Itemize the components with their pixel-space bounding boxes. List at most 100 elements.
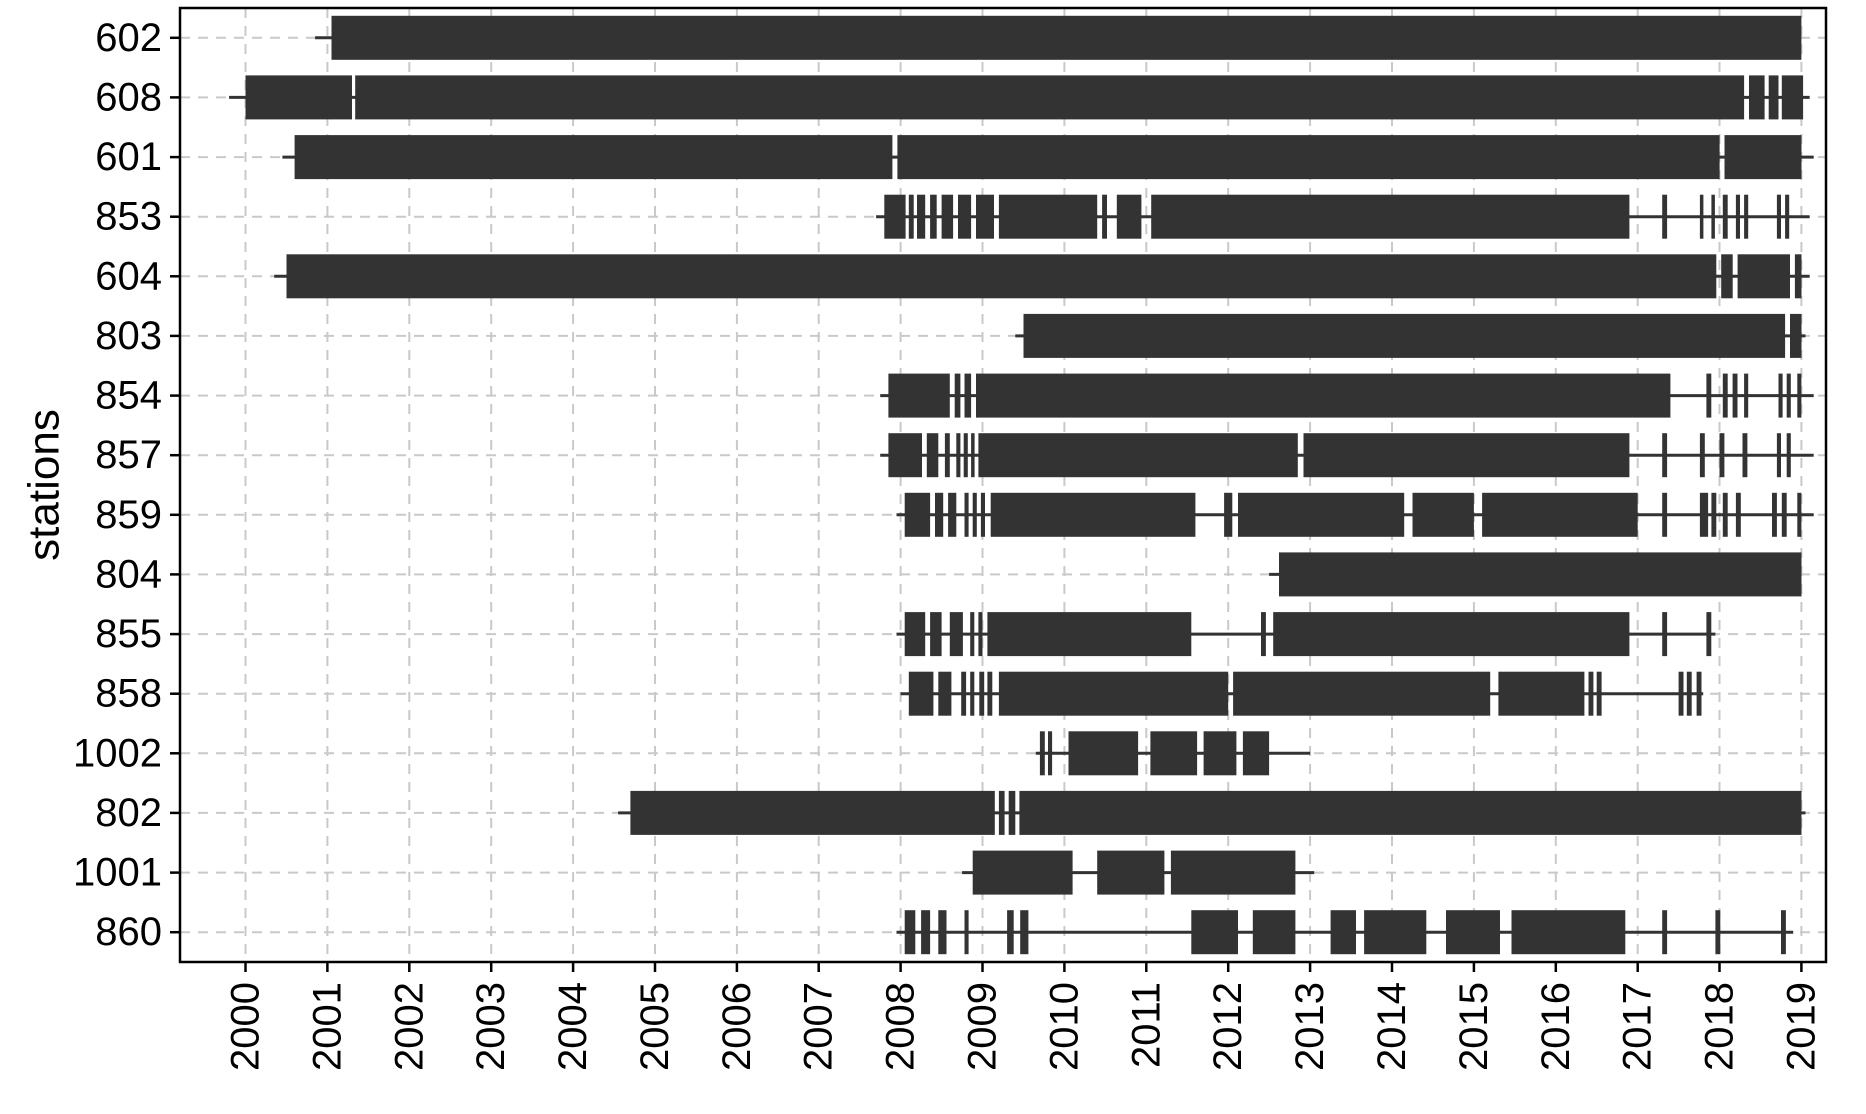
availability-bar xyxy=(1722,492,1728,537)
y-tick-label: 858 xyxy=(95,672,162,716)
availability-bar xyxy=(1776,433,1781,478)
x-tick-label: 2008 xyxy=(879,982,923,1071)
availability-bar xyxy=(1781,492,1787,537)
availability-bar xyxy=(1498,671,1585,716)
station-row-859 xyxy=(896,492,1814,537)
availability-bar xyxy=(884,194,906,239)
station-row-858 xyxy=(900,671,1704,716)
availability-bar xyxy=(1715,910,1721,955)
y-tick-label: 602 xyxy=(95,16,162,60)
availability-bar xyxy=(1151,194,1630,239)
station-row-602 xyxy=(315,15,1802,60)
availability-bar xyxy=(630,790,995,835)
availability-bar xyxy=(1744,373,1749,418)
y-tick-label: 860 xyxy=(95,910,162,954)
x-tick-label: 2006 xyxy=(715,982,759,1071)
availability-bar xyxy=(294,135,893,180)
availability-bar xyxy=(1273,612,1630,657)
availability-bar xyxy=(331,15,1802,60)
availability-bar xyxy=(1068,731,1139,776)
y-axis-title: stations xyxy=(20,409,69,561)
x-tick-label: 2010 xyxy=(1042,982,1086,1071)
availability-bar xyxy=(1786,373,1791,418)
availability-bar xyxy=(1412,492,1474,537)
availability-bar xyxy=(1737,254,1790,299)
y-tick-label: 604 xyxy=(95,254,162,298)
y-tick-label: 802 xyxy=(95,791,162,835)
availability-bar xyxy=(949,612,963,657)
availability-bar xyxy=(1699,492,1709,537)
availability-bar xyxy=(963,433,968,478)
availability-bar xyxy=(888,433,922,478)
availability-bar xyxy=(972,492,977,537)
x-tick-label: 2012 xyxy=(1206,982,1250,1071)
availability-bar xyxy=(956,433,961,478)
availability-bar xyxy=(930,612,942,657)
availability-bar xyxy=(245,75,352,120)
y-tick-label: 859 xyxy=(95,493,162,537)
y-tick-label: 804 xyxy=(95,552,162,596)
x-tick-label: 2002 xyxy=(387,982,431,1071)
availability-bar xyxy=(904,910,916,955)
station-row-855 xyxy=(896,612,1716,657)
x-tick-label: 2004 xyxy=(551,982,595,1071)
availability-bar xyxy=(1772,492,1777,537)
availability-bar xyxy=(930,194,937,239)
availability-bar xyxy=(1724,135,1802,180)
availability-bar xyxy=(970,612,975,657)
availability-bar xyxy=(1722,194,1728,239)
availability-bar xyxy=(971,433,975,478)
y-tick-label: 608 xyxy=(95,75,162,119)
availability-bar xyxy=(888,373,950,418)
station-row-853 xyxy=(876,194,1810,239)
availability-bar xyxy=(1797,373,1802,418)
station-row-803 xyxy=(1015,313,1806,358)
x-tick-label: 2003 xyxy=(469,982,513,1071)
availability-bar xyxy=(990,492,1196,537)
availability-bar xyxy=(1261,612,1266,657)
availability-bar xyxy=(1719,433,1725,478)
availability-bar xyxy=(1303,433,1630,478)
availability-bar xyxy=(1330,910,1356,955)
availability-bar xyxy=(998,790,1005,835)
availability-bar xyxy=(1686,671,1692,716)
availability-bar xyxy=(1662,194,1668,239)
y-tick-label: 857 xyxy=(95,433,162,477)
availability-bar xyxy=(1678,671,1684,716)
availability-bar xyxy=(908,194,914,239)
availability-bar xyxy=(998,194,1098,239)
x-tick-label: 2018 xyxy=(1698,982,1742,1071)
availability-bar xyxy=(970,671,975,716)
station-row-604 xyxy=(274,254,1810,299)
x-tick-label: 2001 xyxy=(305,982,349,1071)
availability-bar xyxy=(987,612,1192,657)
availability-bar xyxy=(1191,910,1238,955)
availability-bar xyxy=(1790,313,1802,358)
availability-bar xyxy=(1722,373,1728,418)
availability-bar xyxy=(1797,492,1802,537)
availability-bar xyxy=(1008,790,1016,835)
availability-bar xyxy=(904,612,926,657)
availability-bar xyxy=(978,433,1298,478)
availability-bar xyxy=(1097,850,1165,895)
availability-bar xyxy=(1696,671,1702,716)
availability-bar xyxy=(355,75,1745,120)
availability-bar xyxy=(1364,910,1427,955)
availability-bar xyxy=(958,194,972,239)
x-tick-label: 2013 xyxy=(1288,982,1332,1071)
x-tick-label: 2000 xyxy=(224,982,268,1071)
y-tick-label: 1001 xyxy=(73,851,162,895)
availability-bar xyxy=(1020,910,1029,955)
availability-bar xyxy=(976,194,994,239)
x-tick-label: 2005 xyxy=(633,982,677,1071)
availability-bar xyxy=(1588,671,1594,716)
availability-bar xyxy=(998,671,1229,716)
availability-bar xyxy=(935,492,944,537)
availability-bar xyxy=(1007,910,1014,955)
availability-bar xyxy=(1711,492,1717,537)
availability-bar xyxy=(979,671,985,716)
availability-bar xyxy=(1596,671,1602,716)
station-row-857 xyxy=(880,433,1814,478)
availability-bar xyxy=(1048,731,1053,776)
